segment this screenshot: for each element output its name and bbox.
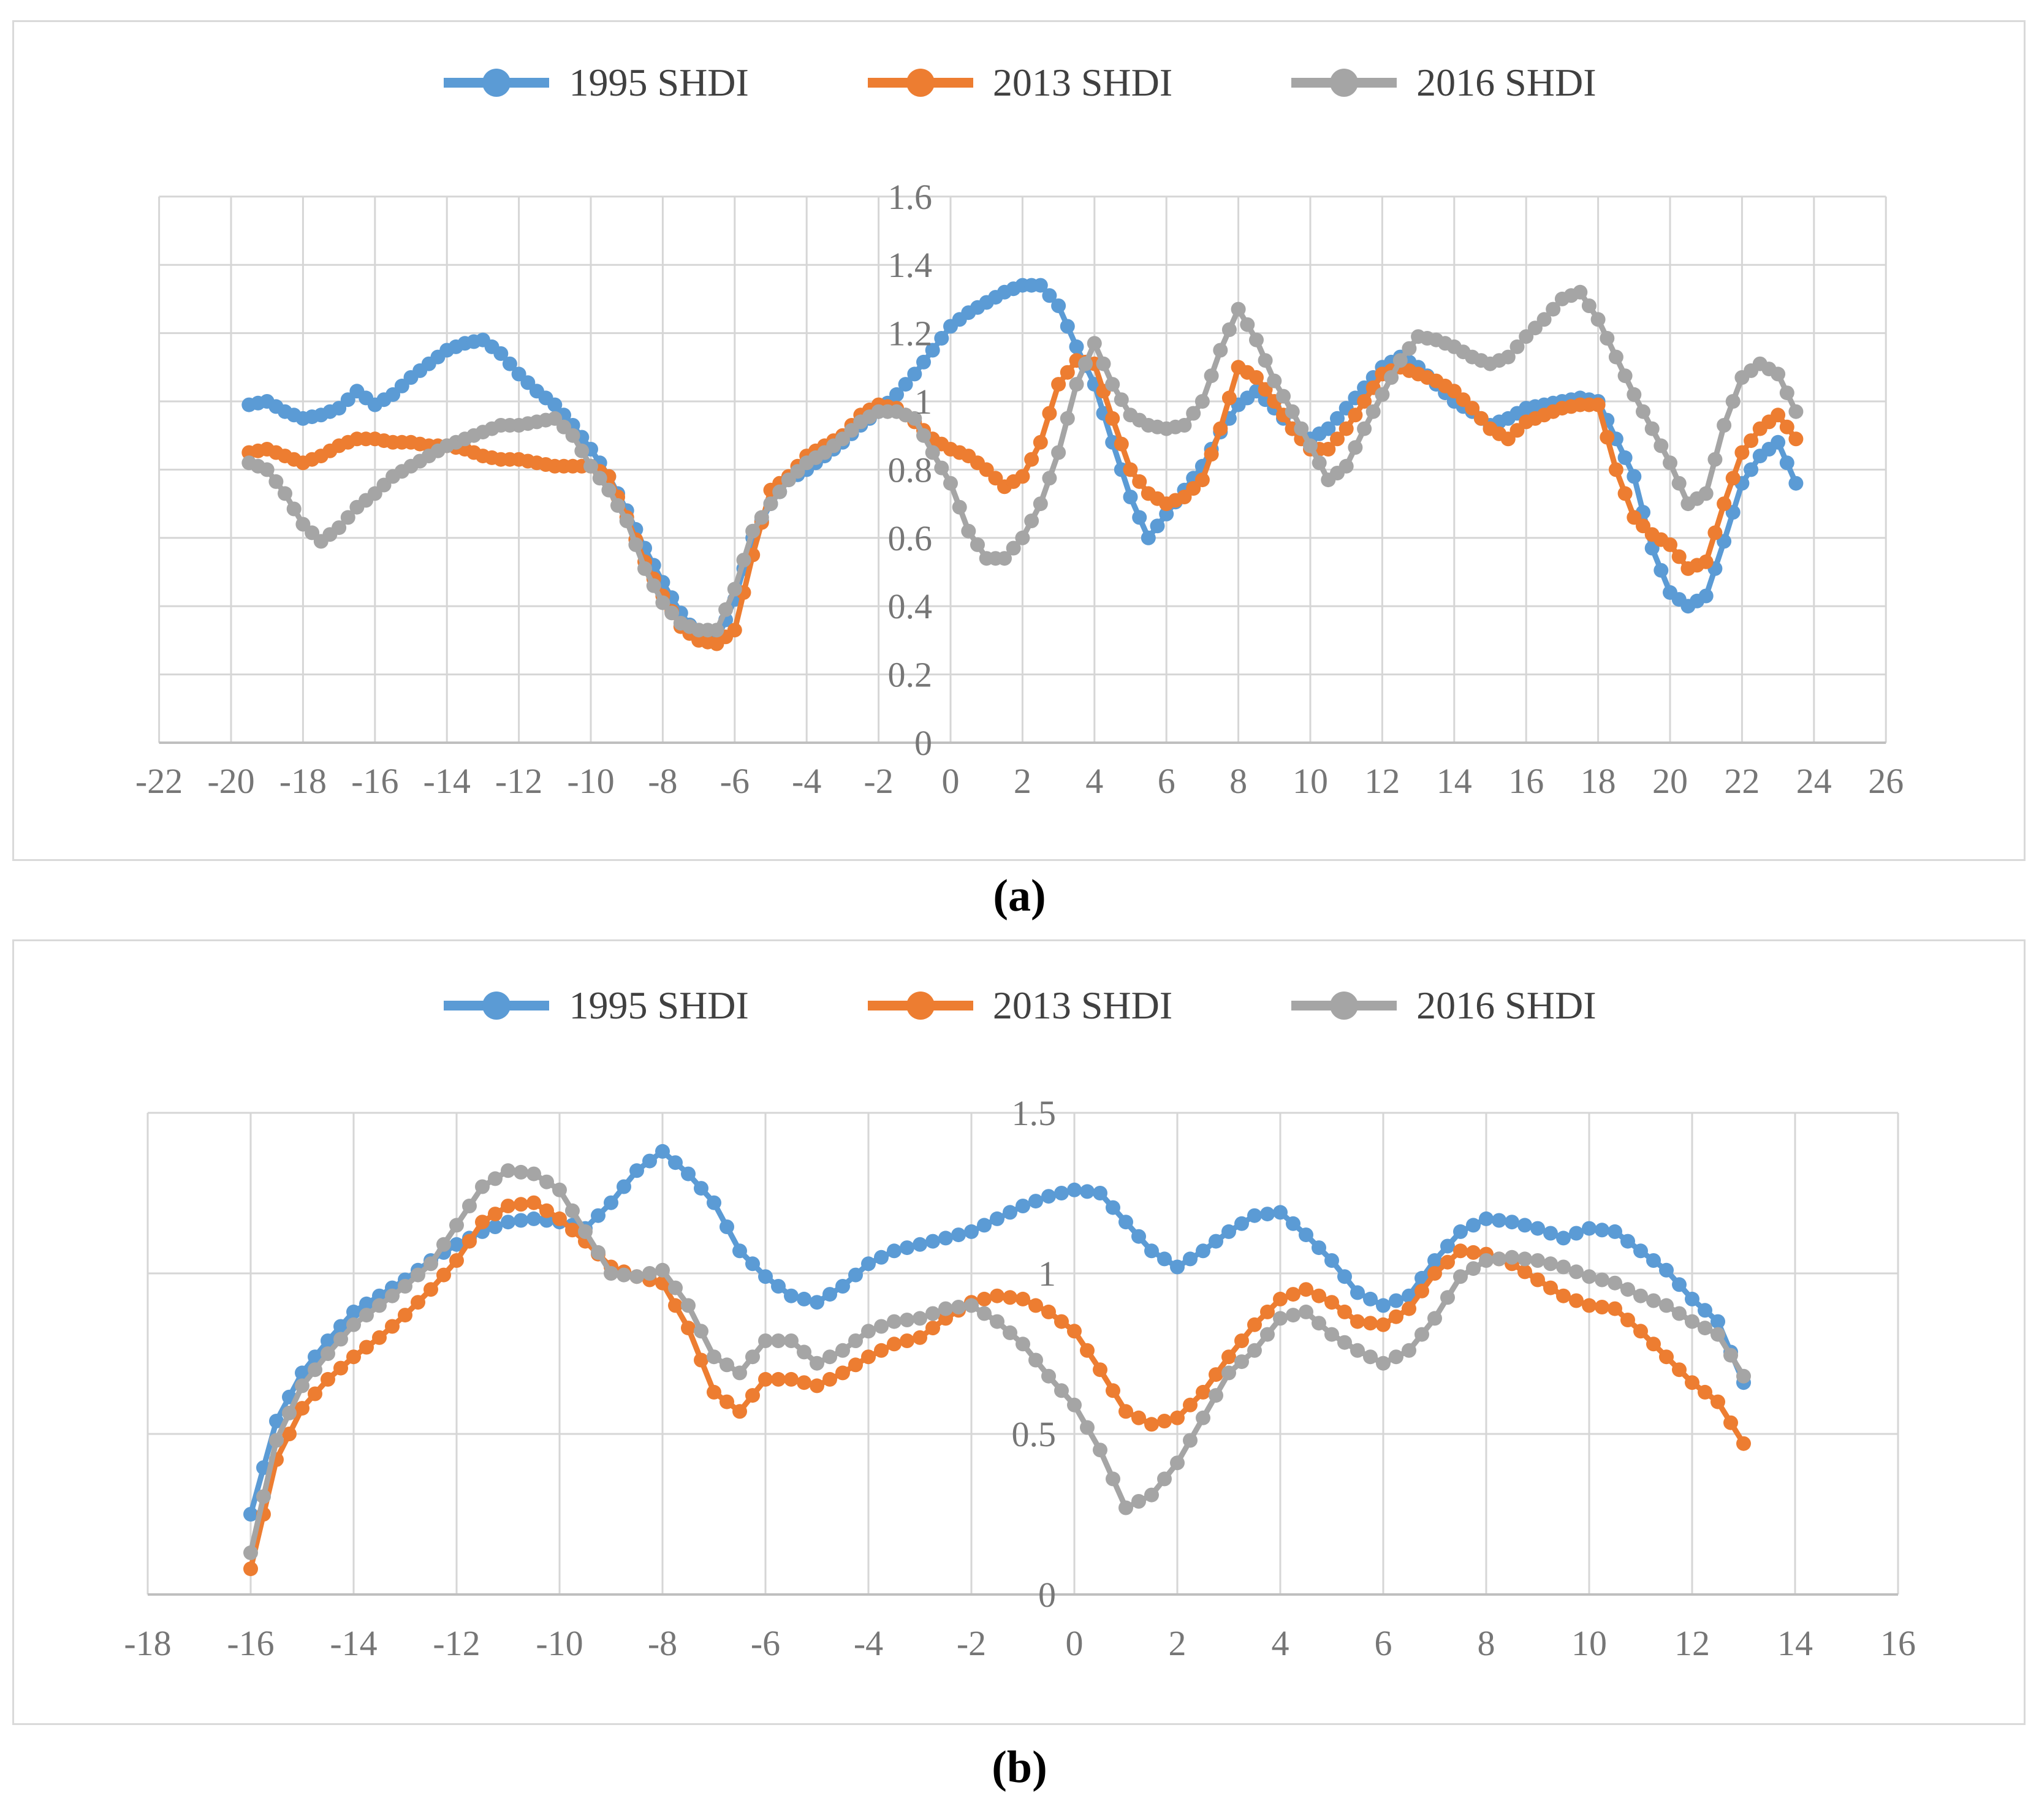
svg-text:0: 0 [1038, 1575, 1056, 1615]
caption-b: (b) [992, 1742, 1047, 1792]
series-2016-shdi [241, 284, 1804, 638]
y-tick-labels: 0 0.5 1 1.5 [1012, 1093, 1057, 1615]
svg-text:-8: -8 [648, 1623, 677, 1663]
svg-text:1.6: 1.6 [888, 177, 933, 217]
svg-text:12: 12 [1674, 1623, 1710, 1663]
legend-label: 2016 SHDI [1416, 61, 1597, 104]
svg-text:1.2: 1.2 [888, 314, 933, 354]
svg-text:10: 10 [1571, 1623, 1607, 1663]
svg-text:1: 1 [1038, 1254, 1056, 1294]
svg-text:14: 14 [1777, 1623, 1813, 1663]
svg-text:2: 2 [1169, 1623, 1187, 1663]
chart-panel-b: 1995 SHDI 2013 SHDI 2016 SHDI -18 -16 -14 -12… [12, 939, 2026, 1725]
legend-item-1995-shdi: 1995 SHDI [441, 983, 749, 1028]
legend-label: 1995 SHDI [569, 984, 749, 1027]
x-tick-labels: -18 -16 -14 -12 -10 -8 -6 -4 -2 0 2 4 6 8 10 12 14 16 [124, 1623, 1916, 1663]
svg-text:26: 26 [1868, 761, 1904, 801]
svg-text:-16: -16 [227, 1623, 274, 1663]
legend-item-1995-shdi: 1995 SHDI [441, 60, 749, 105]
svg-text:-4: -4 [792, 761, 821, 801]
svg-text:-18: -18 [279, 761, 327, 801]
svg-text:0.5: 0.5 [1012, 1414, 1057, 1454]
legend-label: 2016 SHDI [1416, 984, 1597, 1027]
legend-b: 1995 SHDI 2013 SHDI 2016 SHDI [14, 983, 2024, 1028]
svg-text:6: 6 [1375, 1623, 1392, 1663]
svg-text:4: 4 [1272, 1623, 1289, 1663]
svg-text:0.8: 0.8 [888, 450, 933, 490]
svg-text:-4: -4 [854, 1623, 883, 1663]
legend-item-2016-shdi: 2016 SHDI [1289, 983, 1597, 1028]
svg-text:18: 18 [1581, 761, 1616, 801]
svg-text:1.5: 1.5 [1012, 1093, 1057, 1133]
caption-a: (a) [993, 871, 1046, 921]
svg-text:0.6: 0.6 [888, 518, 933, 558]
legend-marker-icon [1291, 69, 1397, 97]
svg-text:-6: -6 [751, 1623, 780, 1663]
svg-text:20: 20 [1652, 761, 1688, 801]
svg-text:0: 0 [1066, 1623, 1084, 1663]
svg-text:0.4: 0.4 [888, 586, 933, 626]
svg-text:-20: -20 [207, 761, 254, 801]
svg-text:-12: -12 [433, 1623, 480, 1663]
svg-text:2: 2 [1014, 761, 1031, 801]
svg-text:-8: -8 [648, 761, 677, 801]
legend-marker-icon [867, 992, 973, 1020]
legend-label: 1995 SHDI [569, 61, 749, 104]
svg-text:-16: -16 [351, 761, 398, 801]
legend-item-2016-shdi: 2016 SHDI [1289, 60, 1597, 105]
x-tick-labels: -22 -20 -18 -16 -14 -12 -10 -8 -6 -4 -2 0 2 4 6 8 10 12 14… [135, 761, 1904, 801]
svg-text:4: 4 [1085, 761, 1103, 801]
legend-marker-icon [1291, 992, 1397, 1020]
legend-a: 1995 SHDI 2013 SHDI 2016 SHDI [14, 60, 2024, 105]
legend-marker-icon [444, 69, 550, 97]
legend-marker-icon [867, 69, 973, 97]
legend-marker-icon [444, 992, 550, 1020]
series-2016-shdi [243, 1163, 1751, 1560]
legend-label: 2013 SHDI [992, 984, 1173, 1027]
legend-label: 2013 SHDI [992, 61, 1173, 104]
chart-panel-a: 1995 SHDI 2013 SHDI 2016 SHDI -22 -20 -18 -16… [12, 20, 2026, 861]
svg-text:-2: -2 [864, 761, 893, 801]
gridlines [146, 1112, 1899, 1596]
svg-text:12: 12 [1364, 761, 1400, 801]
svg-text:-18: -18 [124, 1623, 171, 1663]
svg-text:1: 1 [914, 382, 932, 422]
svg-text:0: 0 [942, 761, 960, 801]
svg-text:8: 8 [1478, 1623, 1495, 1663]
svg-text:-2: -2 [957, 1623, 986, 1663]
svg-text:16: 16 [1508, 761, 1544, 801]
y-tick-labels: 0 0.2 0.4 0.6 0.8 1 1.2 1.4 1.6 [888, 177, 933, 763]
svg-text:22: 22 [1724, 761, 1760, 801]
chart-a-canvas: -22 -20 -18 -16 -14 -12 -10 -8 -6 -4 -2 0 2 4 6 8 10 12 14… [135, 177, 1904, 801]
svg-text:8: 8 [1229, 761, 1247, 801]
svg-text:24: 24 [1796, 761, 1832, 801]
svg-text:6: 6 [1158, 761, 1175, 801]
svg-text:0.2: 0.2 [888, 655, 933, 695]
svg-text:0: 0 [914, 723, 932, 763]
svg-text:-14: -14 [423, 761, 471, 801]
svg-text:-10: -10 [536, 1623, 583, 1663]
svg-text:14: 14 [1437, 761, 1472, 801]
chart-b-canvas: -18 -16 -14 -12 -10 -8 -6 -4 -2 0 2 4 6 8 10 12 14 16 0 0.5… [124, 1093, 1916, 1663]
svg-text:1.4: 1.4 [888, 245, 933, 285]
svg-text:-12: -12 [495, 761, 542, 801]
svg-text:-6: -6 [720, 761, 750, 801]
svg-text:16: 16 [1880, 1623, 1916, 1663]
svg-text:10: 10 [1293, 761, 1328, 801]
legend-item-2013-shdi: 2013 SHDI [865, 60, 1172, 105]
legend-item-2013-shdi: 2013 SHDI [865, 983, 1172, 1028]
svg-text:-14: -14 [330, 1623, 377, 1663]
svg-text:-10: -10 [567, 761, 614, 801]
svg-text:-22: -22 [135, 761, 183, 801]
